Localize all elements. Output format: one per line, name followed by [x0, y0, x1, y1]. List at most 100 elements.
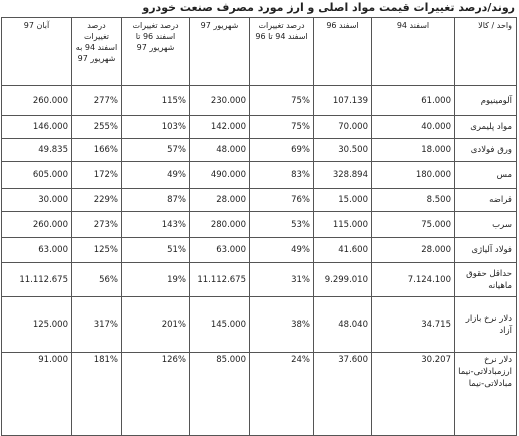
table-row: 605.000 172% 49% 490.000 83% 328.894 180… — [1, 161, 517, 189]
cell-pct-94-96: 53% — [249, 211, 314, 238]
cell-pct-94-97: 255% — [71, 115, 122, 139]
cell-esfand94: 40.000 — [371, 115, 455, 139]
table-row: 146.000 255% 103% 142.000 75% 70.000 40.… — [1, 115, 517, 139]
cell-pct-96-97: 103% — [121, 115, 190, 139]
cell-pct-94-96: 75% — [249, 85, 314, 116]
header-pct-94-96: درصد تغییرات اسفند 94 تا 96 — [249, 17, 314, 86]
cell-pct-94-96: 31% — [249, 262, 314, 297]
cell-item: آلومینیوم — [454, 85, 517, 116]
cell-pct-96-97: 49% — [121, 161, 190, 189]
header-pct-96-97: درصد تغییرات اسفند 96 تا شهریور 97 — [121, 17, 190, 86]
cell-esfand94: 8.500 — [371, 188, 455, 212]
header-esfand96: اسفند 96 — [313, 17, 372, 86]
cell-pct-96-97: 126% — [121, 352, 190, 436]
cell-esfand94: 30.207 — [371, 352, 455, 436]
cell-esfand94: 28.000 — [371, 237, 455, 263]
cell-shahrivar97: 142.000 — [189, 115, 250, 139]
table-row: 63.000 125% 51% 63.000 49% 41.600 28.000… — [1, 237, 517, 263]
table-row: 49.835 166% 57% 48.000 69% 30.500 18.000… — [1, 138, 517, 162]
cell-pct-96-97: 115% — [121, 85, 190, 116]
cell-pct-94-97: 166% — [71, 138, 122, 162]
cell-aban97: 30.000 — [1, 188, 72, 212]
cell-pct-94-96: 24% — [249, 352, 314, 436]
cell-esfand96: 107.139 — [313, 85, 372, 116]
cell-item: ورق فولادی — [454, 138, 517, 162]
cell-esfand94: 75.000 — [371, 211, 455, 238]
cell-esfand96: 37.600 — [313, 352, 372, 436]
cell-pct-94-97: 181% — [71, 352, 122, 436]
header-aban97: آبان 97 — [1, 17, 72, 86]
cell-pct-94-97: 317% — [71, 296, 122, 353]
cell-pct-94-97: 277% — [71, 85, 122, 116]
table-row: 30.000 229% 87% 28.000 76% 15.000 8.500 … — [1, 188, 517, 212]
cell-item: سرب — [454, 211, 517, 238]
cell-esfand96: 30.500 — [313, 138, 372, 162]
cell-esfand96: 15.000 — [313, 188, 372, 212]
header-pct-94-97: درصد تغییرات اسفند 94 به شهریور 97 — [71, 17, 122, 86]
cell-item: مس — [454, 161, 517, 189]
cell-pct-96-97: 57% — [121, 138, 190, 162]
cell-shahrivar97: 490.000 — [189, 161, 250, 189]
table-row: 260.000 277% 115% 230.000 75% 107.139 61… — [1, 85, 517, 116]
cell-pct-94-97: 125% — [71, 237, 122, 263]
header-row: آبان 97 درصد تغییرات اسفند 94 به شهریور … — [1, 17, 517, 86]
cell-esfand96: 48.040 — [313, 296, 372, 353]
cell-aban97: 146.000 — [1, 115, 72, 139]
cell-pct-96-97: 51% — [121, 237, 190, 263]
cell-aban97: 11.112.675 — [1, 262, 72, 297]
cell-aban97: 260.000 — [1, 85, 72, 116]
cell-shahrivar97: 28.000 — [189, 188, 250, 212]
cell-pct-96-97: 201% — [121, 296, 190, 353]
table-row: 11.112.675 56% 19% 11.112.675 31% 9.299.… — [1, 262, 517, 297]
cell-item: حداقل حقوق ماهیانه — [454, 262, 517, 297]
cell-item: دلار نرخ ارزمبادلاتی-نیما مبادلاتی-نیما — [454, 352, 517, 436]
header-esfand94: اسفند 94 — [371, 17, 455, 86]
cell-aban97: 605.000 — [1, 161, 72, 189]
cell-item: فولاد آلیاژی — [454, 237, 517, 263]
cell-pct-94-96: 49% — [249, 237, 314, 263]
cell-shahrivar97: 63.000 — [189, 237, 250, 263]
cell-pct-96-97: 87% — [121, 188, 190, 212]
cell-esfand94: 34.715 — [371, 296, 455, 353]
cell-pct-94-97: 229% — [71, 188, 122, 212]
cell-aban97: 63.000 — [1, 237, 72, 263]
cell-esfand94: 18.000 — [371, 138, 455, 162]
cell-aban97: 125.000 — [1, 296, 72, 353]
cell-pct-94-97: 273% — [71, 211, 122, 238]
cell-esfand94: 61.000 — [371, 85, 455, 116]
cell-shahrivar97: 48.000 — [189, 138, 250, 162]
cell-pct-94-97: 172% — [71, 161, 122, 189]
cell-pct-94-96: 83% — [249, 161, 314, 189]
cell-aban97: 49.835 — [1, 138, 72, 162]
cell-pct-94-96: 69% — [249, 138, 314, 162]
cell-shahrivar97: 85.000 — [189, 352, 250, 436]
cell-esfand94: 7.124.100 — [371, 262, 455, 297]
cell-esfand96: 41.600 — [313, 237, 372, 263]
cell-esfand96: 328.894 — [313, 161, 372, 189]
cell-esfand96: 9.299.010 — [313, 262, 372, 297]
cell-pct-96-97: 19% — [121, 262, 190, 297]
header-item: واحد / کالا — [454, 17, 517, 86]
cell-pct-94-97: 56% — [71, 262, 122, 297]
table-title: روند/درصد تغییرات قیمت مواد اصلی و ارز م… — [142, 1, 515, 14]
table-row: 260.000 273% 143% 280.000 53% 115.000 75… — [1, 211, 517, 238]
header-shahrivar97: شهریور 97 — [189, 17, 250, 86]
cell-item: دلار نرخ بازار آزاد — [454, 296, 517, 353]
cell-shahrivar97: 280.000 — [189, 211, 250, 238]
cell-esfand96: 70.000 — [313, 115, 372, 139]
cell-pct-96-97: 143% — [121, 211, 190, 238]
table-row: 91.000 181% 126% 85.000 24% 37.600 30.20… — [1, 352, 517, 436]
cell-shahrivar97: 230.000 — [189, 85, 250, 116]
price-change-table: آبان 97 درصد تغییرات اسفند 94 به شهریور … — [1, 17, 517, 436]
cell-shahrivar97: 11.112.675 — [189, 262, 250, 297]
cell-pct-94-96: 76% — [249, 188, 314, 212]
cell-esfand96: 115.000 — [313, 211, 372, 238]
cell-aban97: 260.000 — [1, 211, 72, 238]
cell-pct-94-96: 38% — [249, 296, 314, 353]
cell-aban97: 91.000 — [1, 352, 72, 436]
cell-item: قراضه — [454, 188, 517, 212]
cell-shahrivar97: 145.000 — [189, 296, 250, 353]
cell-pct-94-96: 75% — [249, 115, 314, 139]
cell-esfand94: 180.000 — [371, 161, 455, 189]
cell-item: مواد پلیمری — [454, 115, 517, 139]
